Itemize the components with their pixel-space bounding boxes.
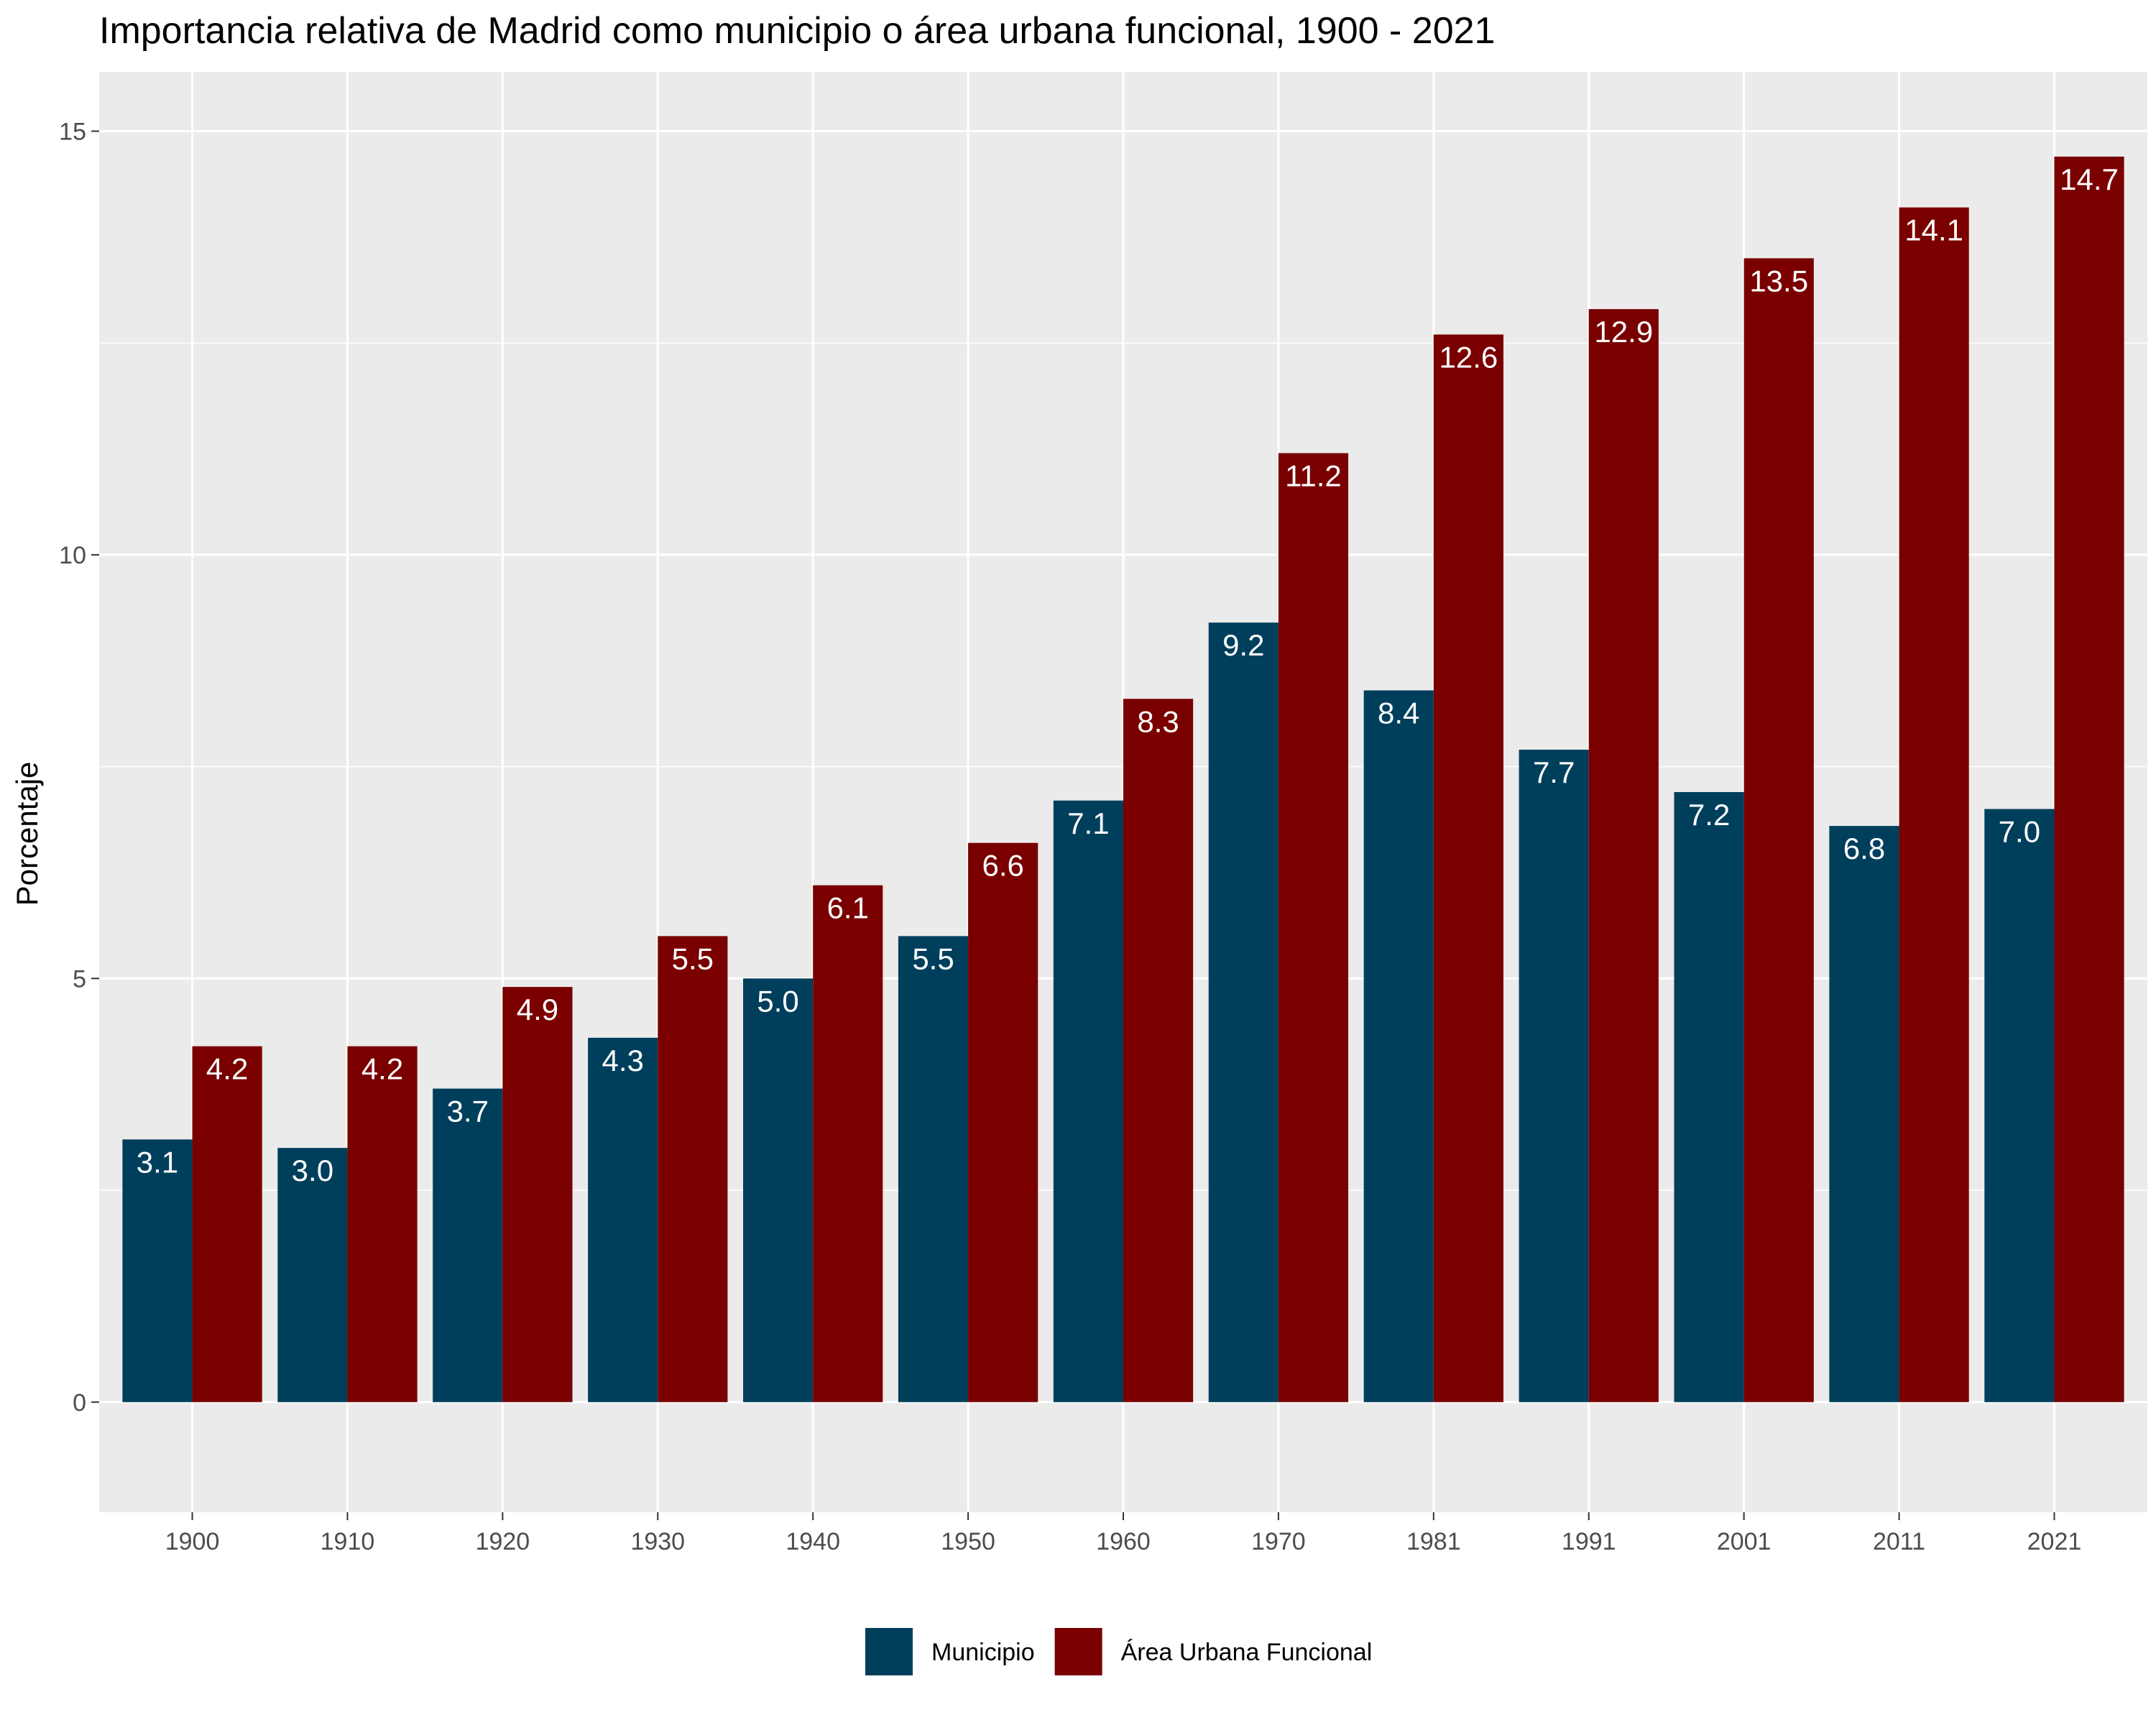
data-label: 4.2 <box>206 1052 248 1086</box>
bar-area-urbana-2021 <box>2054 156 2124 1402</box>
x-tick-label: 1910 <box>321 1528 375 1555</box>
data-label: 4.3 <box>602 1044 643 1077</box>
data-label: 11.2 <box>1285 459 1342 492</box>
bar-area-urbana-2001 <box>1743 258 1814 1402</box>
legend-label: Área Urbana Funcional <box>1121 1639 1373 1666</box>
x-tick-label: 2021 <box>2027 1528 2082 1555</box>
data-label: 8.3 <box>1137 704 1179 738</box>
data-label: 8.4 <box>1378 696 1419 730</box>
data-label: 12.9 <box>1594 315 1653 349</box>
data-label: 3.1 <box>137 1145 178 1179</box>
y-axis-title: Porcentaje <box>10 762 44 906</box>
data-label: 13.5 <box>1749 264 1808 298</box>
data-label: 7.0 <box>1999 815 2040 849</box>
data-label: 7.7 <box>1533 755 1575 789</box>
x-tick-label: 1960 <box>1096 1528 1151 1555</box>
data-label: 5.5 <box>912 942 954 975</box>
x-tick-label: 1950 <box>941 1528 995 1555</box>
x-tick-label: 1991 <box>1562 1528 1616 1555</box>
y-tick-label: 10 <box>59 542 86 569</box>
bar-labels-layer: 3.1 3.0 3.7 4.3 5.0 5.5 7.1 9.2 8.4 7.7 7.2 6.8 7.0 4… <box>137 162 2119 1187</box>
legend-label: Municipio <box>931 1639 1035 1666</box>
legend: Municipio Área Urbana Funcional <box>865 1628 1372 1675</box>
y-tick-label: 15 <box>59 119 86 146</box>
bar-municipio-1920 <box>433 1088 503 1402</box>
bar-municipio-2021 <box>1984 809 2055 1402</box>
legend-swatch-municipio <box>865 1628 913 1675</box>
data-label: 6.8 <box>1843 832 1885 865</box>
y-tick-label: 0 <box>73 1389 86 1417</box>
data-label: 4.9 <box>517 993 558 1026</box>
data-label: 5.5 <box>672 942 714 975</box>
x-axis: 1900 1910 1920 1930 1940 1950 1960 1970 1981 1991… <box>165 1512 2082 1555</box>
x-tick-label: 2011 <box>1873 1528 1925 1555</box>
bar-area-urbana-1910 <box>347 1046 418 1402</box>
y-tick-label: 5 <box>73 965 86 993</box>
bar-area-urbana-1940 <box>813 885 883 1402</box>
x-tick-label: 2001 <box>1717 1528 1772 1555</box>
data-label: 7.1 <box>1067 806 1109 840</box>
bar-municipio-1981 <box>1363 690 1434 1402</box>
bar-municipio-1900 <box>122 1139 193 1402</box>
bar-municipio-1960 <box>1053 800 1123 1402</box>
data-label: 14.1 <box>1904 213 1963 247</box>
data-label: 9.2 <box>1222 628 1264 662</box>
bar-area-urbana-1970 <box>1278 453 1349 1402</box>
data-label: 4.2 <box>361 1052 403 1086</box>
bar-area-urbana-1991 <box>1588 309 1659 1402</box>
data-label: 14.7 <box>2060 162 2119 196</box>
data-label: 6.1 <box>827 891 869 925</box>
x-tick-label: 1920 <box>476 1528 530 1555</box>
x-tick-label: 1930 <box>630 1528 685 1555</box>
bar-area-urbana-1900 <box>192 1046 262 1402</box>
y-axis: 0 5 10 15 <box>59 119 99 1417</box>
legend-swatch-area-urbana <box>1054 1628 1102 1675</box>
data-label: 12.6 <box>1439 340 1498 374</box>
x-tick-label: 1940 <box>786 1528 840 1555</box>
bar-municipio-1930 <box>588 1037 658 1402</box>
chart-title: Importancia relativa de Madrid como muni… <box>99 10 1495 52</box>
bars-layer <box>122 156 2124 1402</box>
bar-area-urbana-1920 <box>502 987 573 1402</box>
bar-municipio-2001 <box>1674 792 1744 1402</box>
bar-municipio-1940 <box>743 978 814 1402</box>
bar-area-urbana-1981 <box>1433 334 1503 1402</box>
bar-municipio-1950 <box>898 936 969 1402</box>
data-label: 3.7 <box>447 1095 489 1128</box>
bar-municipio-2011 <box>1829 826 1899 1402</box>
bar-area-urbana-2011 <box>1899 207 1969 1402</box>
bar-area-urbana-1950 <box>968 842 1038 1402</box>
data-label: 5.0 <box>757 984 798 1018</box>
data-label: 3.0 <box>292 1154 333 1187</box>
bar-area-urbana-1960 <box>1123 699 1194 1402</box>
data-label: 7.2 <box>1688 798 1730 832</box>
x-tick-label: 1981 <box>1406 1528 1461 1555</box>
x-tick-label: 1970 <box>1251 1528 1306 1555</box>
bar-municipio-1970 <box>1208 622 1279 1402</box>
data-label: 6.6 <box>982 849 1023 883</box>
x-tick-label: 1900 <box>165 1528 220 1555</box>
bar-area-urbana-1930 <box>658 936 728 1402</box>
bar-municipio-1910 <box>277 1148 348 1402</box>
bar-municipio-1991 <box>1519 750 1589 1402</box>
